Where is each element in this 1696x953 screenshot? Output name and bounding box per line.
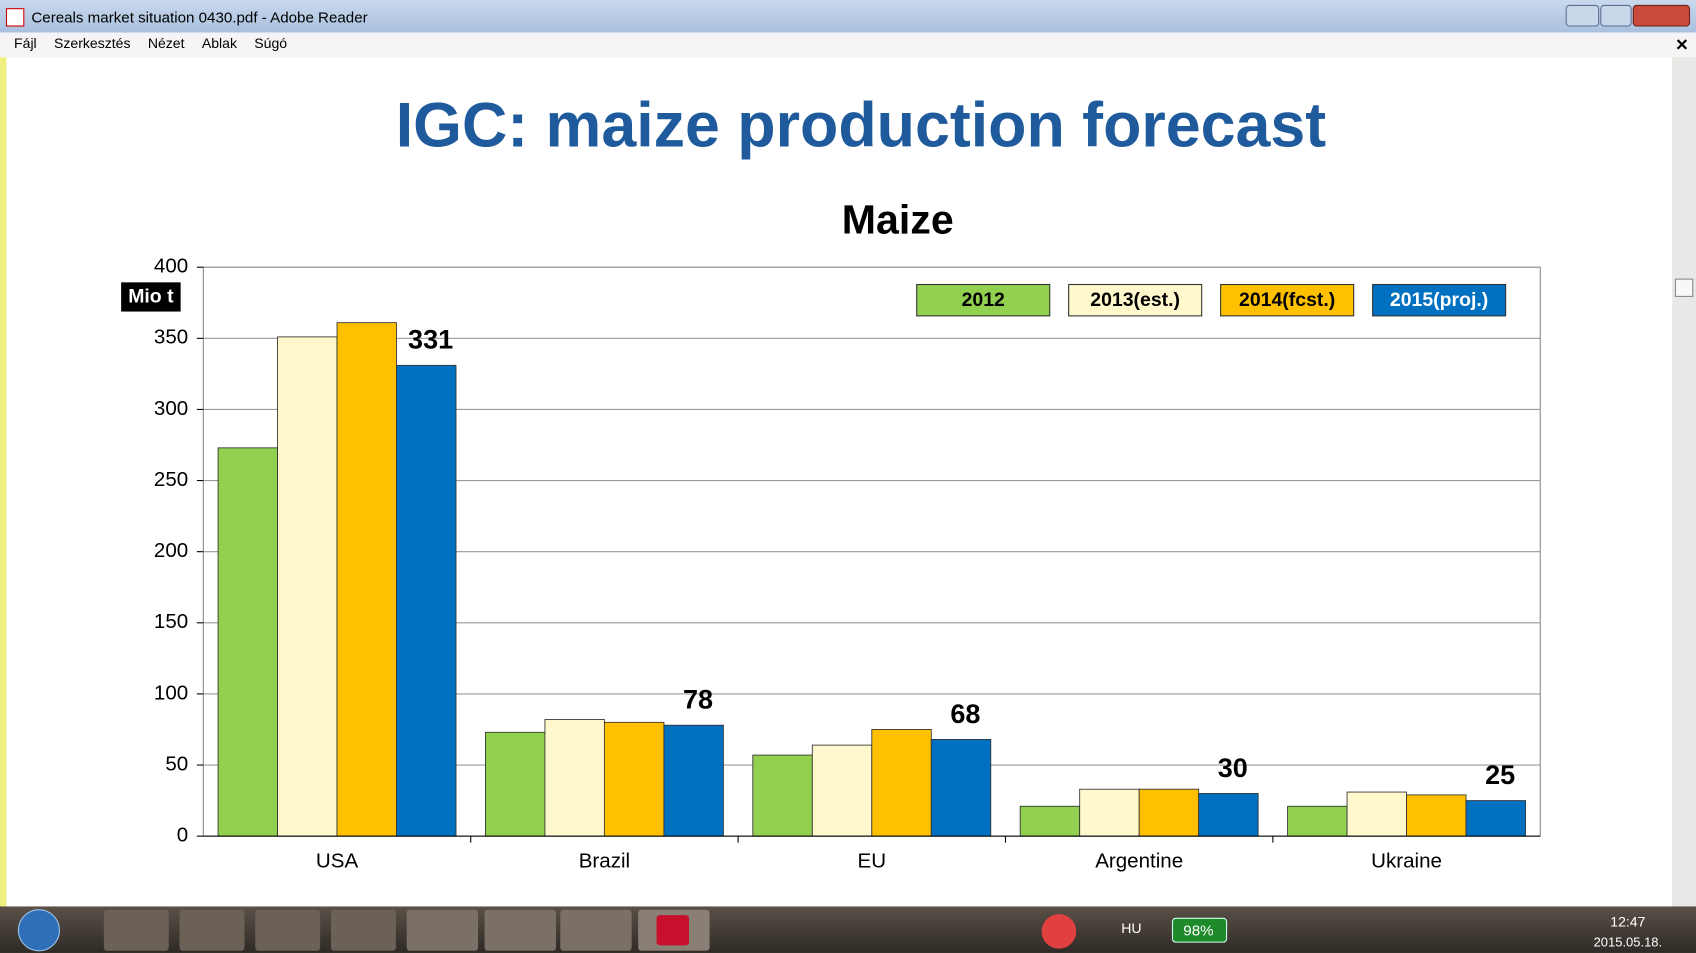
taskbar-app[interactable] — [180, 910, 245, 951]
y-tick-label: 100 — [154, 681, 188, 704]
bar — [812, 745, 871, 836]
maximize-button[interactable] — [1601, 5, 1631, 26]
y-tick-label: 350 — [154, 326, 188, 349]
bar — [1199, 793, 1258, 836]
chart: Maize 0 50 100 150 200 250 300 350 400 Mio t USA 331… — [121, 197, 1540, 873]
bar — [485, 732, 544, 836]
minimize-button[interactable] — [1566, 5, 1598, 26]
page: {"window": {"title": "Cereals market sit… — [0, 0, 1696, 953]
legend-label: 2012 — [962, 289, 1005, 311]
data-label: 25 — [1485, 760, 1515, 790]
close-button[interactable] — [1633, 5, 1689, 26]
data-label: 78 — [683, 685, 713, 715]
menu-item[interactable]: Fájl — [14, 35, 37, 51]
window-title: Cereals market situation 0430.pdf - Adob… — [31, 9, 367, 26]
taskbar-app[interactable] — [255, 910, 320, 951]
acrobat-icon — [657, 915, 689, 945]
bar — [753, 755, 812, 836]
bar — [397, 365, 456, 836]
taskbar-app[interactable] — [331, 910, 396, 951]
bar — [218, 448, 277, 836]
y-tick-label: 0 — [177, 824, 188, 847]
taskbar-app[interactable] — [104, 910, 169, 951]
scroll-thumb[interactable] — [1675, 279, 1692, 296]
x-tick-label: Brazil — [579, 850, 630, 873]
x-tick-label: EU — [858, 850, 887, 873]
menu-item[interactable]: Nézet — [148, 35, 185, 51]
x-tick-label: Ukraine — [1371, 850, 1442, 873]
taskbar-app[interactable] — [560, 910, 631, 951]
y-tick-label: 400 — [154, 255, 188, 278]
taskbar-app[interactable] — [485, 910, 556, 951]
chart-title: Maize — [842, 197, 954, 243]
taskbar — [0, 906, 1696, 953]
bar — [1139, 789, 1198, 836]
y-tick-label: 250 — [154, 468, 188, 491]
y-axis-label: Mio t — [128, 286, 174, 308]
x-tick-label: USA — [316, 850, 359, 873]
y-tick-label: 300 — [154, 397, 188, 420]
bar — [664, 725, 723, 836]
battery-level: 98% — [1183, 922, 1213, 939]
language[interactable]: HU — [1121, 920, 1141, 936]
clock-date[interactable]: 2015.05.18. — [1594, 935, 1663, 950]
menu-item[interactable]: Szerkesztés — [54, 35, 131, 51]
taskbar-app[interactable] — [407, 910, 478, 951]
y-tick-label: 150 — [154, 610, 188, 633]
bar — [1466, 801, 1525, 837]
legend-label: 2015(proj.) — [1390, 289, 1488, 311]
bar — [931, 739, 990, 836]
start-button[interactable] — [18, 910, 59, 951]
bar — [1288, 806, 1347, 836]
clock-time[interactable]: 12:47 — [1610, 913, 1645, 929]
app-icon — [6, 9, 23, 26]
screen: Cereals market situation 0430.pdf - Adob… — [0, 0, 1696, 953]
bar — [337, 323, 396, 836]
bar — [278, 337, 337, 836]
data-label: 68 — [950, 699, 980, 729]
legend-label: 2013(est.) — [1090, 289, 1180, 311]
document-heading: IGC: maize production forecast — [396, 90, 1327, 160]
y-tick-label: 200 — [154, 539, 188, 562]
bar — [1347, 792, 1406, 836]
legend-label: 2014(fcst.) — [1239, 289, 1335, 311]
bar — [545, 720, 604, 837]
x-tick-label: Argentine — [1095, 850, 1183, 873]
scrollbar[interactable] — [1672, 57, 1696, 906]
menu-item[interactable]: Súgó — [254, 35, 287, 51]
bar — [604, 722, 663, 836]
bar — [1407, 795, 1466, 836]
data-label: 331 — [408, 325, 453, 355]
data-label: 30 — [1218, 753, 1248, 783]
bar — [872, 729, 931, 836]
y-tick-label: 50 — [165, 752, 188, 775]
tray-app[interactable] — [1042, 914, 1077, 949]
menu-item[interactable]: Ablak — [202, 35, 238, 51]
bar — [1020, 806, 1079, 836]
bar — [1080, 789, 1139, 836]
